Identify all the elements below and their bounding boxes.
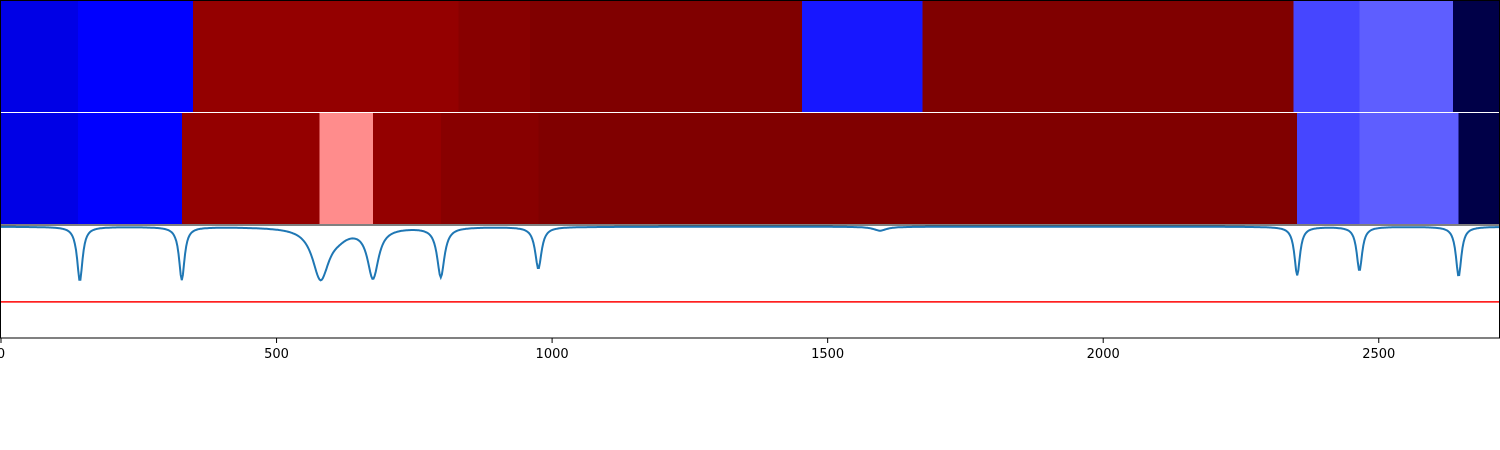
heatmap-cell <box>1359 1 1454 112</box>
heatmap-cell <box>922 1 1294 112</box>
heatmap-cell <box>372 113 442 224</box>
heatmap-cell <box>440 113 539 224</box>
series-line <box>1 225 1500 282</box>
x-tick-label: 1000 <box>536 347 569 362</box>
heatmap-cell <box>1453 1 1500 112</box>
heatmap-cell <box>1 113 79 224</box>
heatmap-cell <box>530 1 803 112</box>
heatmap-cell <box>192 1 460 112</box>
heatmap-cell <box>1458 113 1500 224</box>
x-tick-label: 500 <box>264 347 289 362</box>
heatmap-row-1 <box>1 1 1500 112</box>
heatmap-cell <box>538 113 1298 224</box>
heatmap-cell <box>458 1 531 112</box>
heatmap-cell <box>1297 113 1361 224</box>
heatmap-cell <box>1359 113 1460 224</box>
heatmap-cell <box>181 113 321 224</box>
heatmap-row-2 <box>1 113 1500 224</box>
heatmap-cell <box>78 1 194 112</box>
x-tick-label: 2500 <box>1362 347 1395 362</box>
heatmap-cell <box>78 113 183 224</box>
heatmap-cell <box>801 1 924 112</box>
x-tick-label: 2000 <box>1087 347 1120 362</box>
heatmap-cell <box>319 113 374 224</box>
x-tick-label: 0 <box>0 347 5 362</box>
x-tick-label: 1500 <box>811 347 844 362</box>
heatmap-cell <box>1 1 79 112</box>
heatmap <box>0 0 1500 226</box>
heatmap-cell <box>1293 1 1361 112</box>
x-axis: 0 500 1000 1500 2000 2500 <box>0 338 1395 362</box>
